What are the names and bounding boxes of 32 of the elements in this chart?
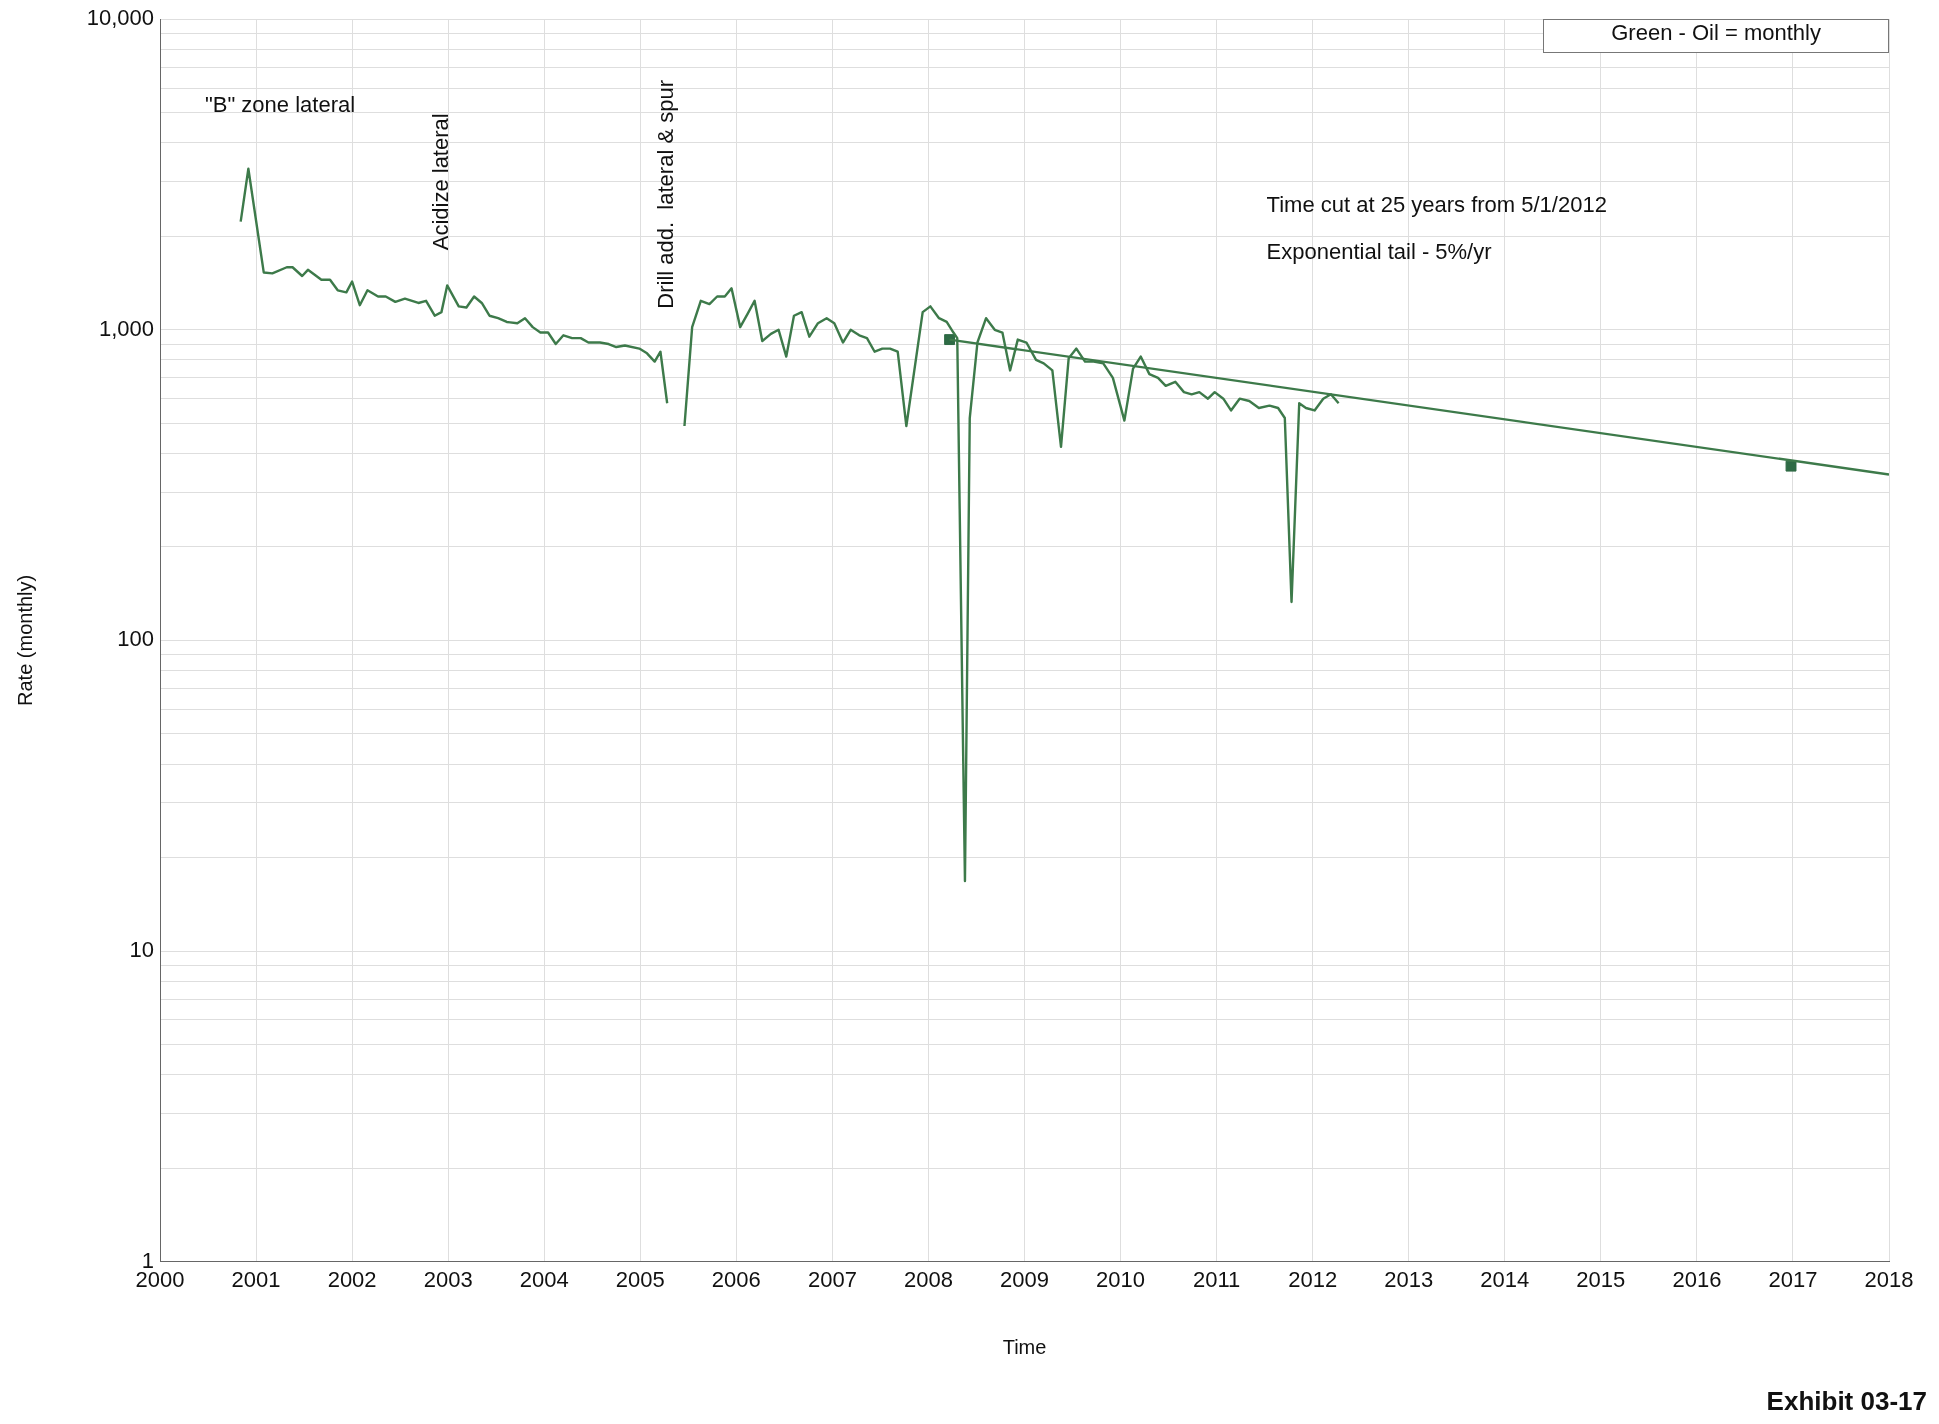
y-tick-label: 1,000 (98, 315, 154, 341)
y-tick-label: 100 (117, 626, 154, 652)
y-axis-title: Rate (monthly) (13, 574, 36, 706)
annotation: Drill add. lateral & spur (652, 80, 678, 309)
y-tick-label: 10 (129, 937, 154, 963)
x-tick-label: 2011 (1192, 1266, 1241, 1292)
x-tick-label: 2004 (519, 1266, 569, 1292)
y-tick-label: 1 (141, 1247, 154, 1273)
x-tick-label: 2006 (711, 1266, 761, 1292)
annotation: "B" zone lateral (204, 92, 356, 118)
x-axis-title: Time (1002, 1335, 1047, 1358)
x-tick-label: 2012 (1288, 1266, 1338, 1292)
x-tick-label: 2013 (1384, 1266, 1434, 1292)
x-tick-label: 2003 (423, 1266, 473, 1292)
x-tick-label: 2010 (1096, 1266, 1146, 1292)
text: Exhibit 03-17 (1766, 1386, 1927, 1417)
x-tick-label: 2014 (1480, 1266, 1530, 1292)
x-tick-label: 2016 (1672, 1266, 1722, 1292)
annotation: Exponential tail - 5%/yr (1266, 238, 1492, 264)
annotation: Time cut at 25 years from 5/1/2012 (1266, 191, 1607, 217)
annotation: Acidize lateral (427, 113, 453, 251)
x-tick-label: 2018 (1864, 1266, 1914, 1292)
x-tick-label: 2007 (807, 1266, 857, 1292)
text-box: Green - Oil = monthly (1543, 19, 1889, 54)
x-tick-label: 2017 (1768, 1266, 1818, 1292)
y-tick-label: 10,000 (86, 5, 154, 31)
x-tick-label: 2009 (1000, 1266, 1049, 1292)
x-tick-label: 2005 (615, 1266, 665, 1292)
x-tick-label: 2002 (327, 1266, 377, 1292)
x-tick-label: 2015 (1576, 1266, 1626, 1292)
x-tick-label: 2008 (903, 1266, 953, 1292)
x-tick-label: 2001 (231, 1266, 281, 1292)
